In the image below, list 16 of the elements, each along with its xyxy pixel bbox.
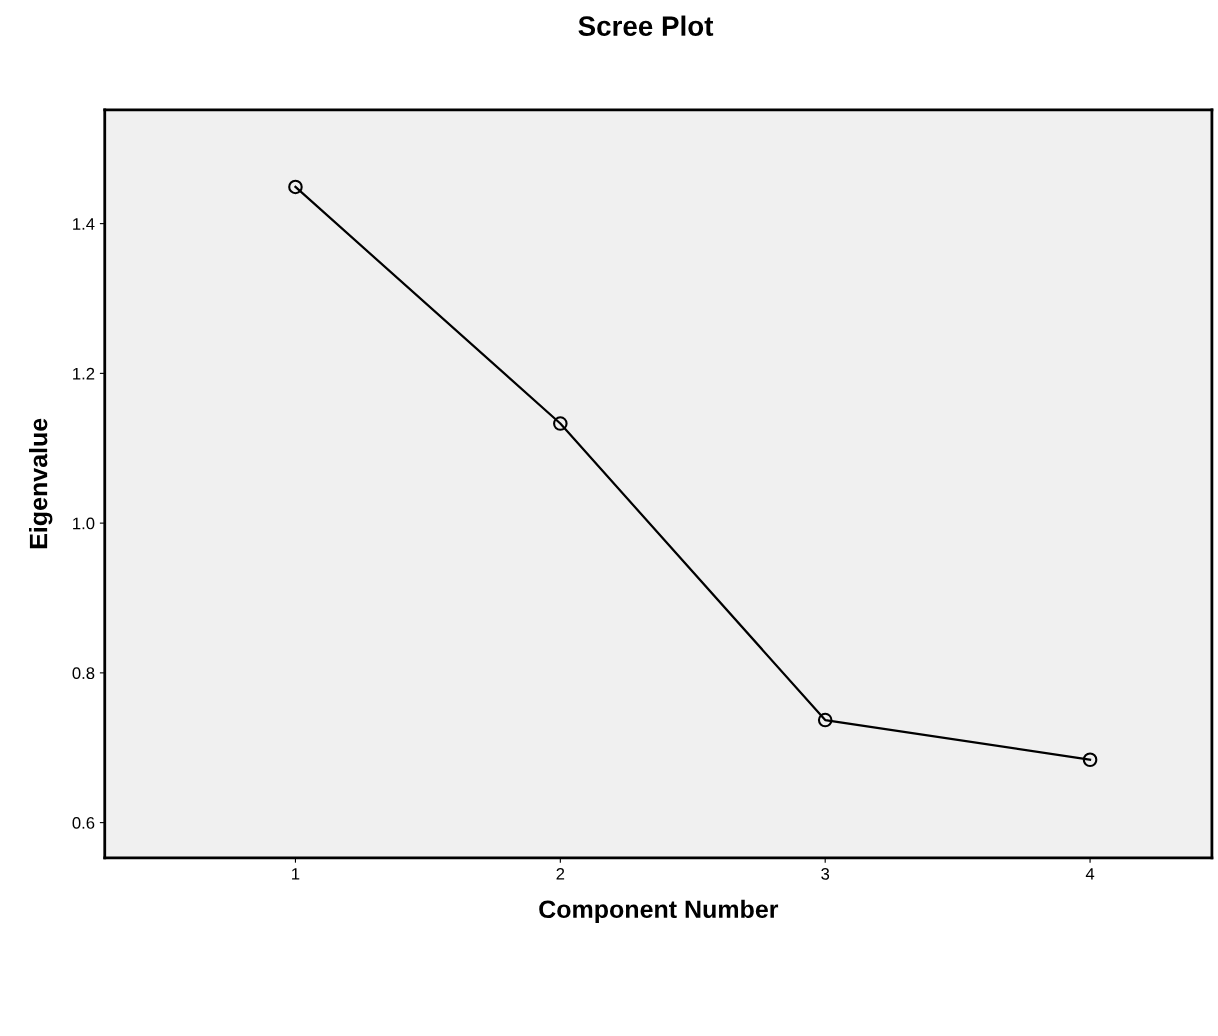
point bbox=[1082, 752, 1098, 768]
y-tick-label: 0.8 bbox=[72, 667, 95, 680]
y-tick-label: 1.4 bbox=[73, 218, 95, 230]
point bbox=[553, 416, 568, 431]
x-tick-label: 1 bbox=[292, 868, 300, 880]
x-axis-title: Component Number bbox=[539, 899, 779, 924]
y-tick-label: 1.2 bbox=[73, 367, 95, 380]
point bbox=[817, 712, 833, 728]
x-tick-label: 4 bbox=[1085, 868, 1095, 880]
y-axis-title: Eigenvalue bbox=[29, 418, 53, 549]
x-tick-label: 2 bbox=[556, 867, 565, 880]
point bbox=[288, 179, 303, 195]
y-tick-label: 1.0 bbox=[73, 517, 95, 530]
y-tick-label: 0.6 bbox=[72, 817, 95, 829]
chart-title: Scree Plot bbox=[578, 15, 714, 36]
x-tick-label: 3 bbox=[821, 867, 830, 880]
